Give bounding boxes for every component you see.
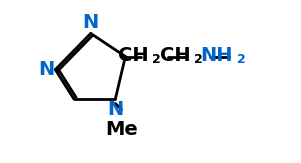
Text: Me: Me [105, 120, 138, 139]
Text: N: N [107, 100, 123, 119]
Text: CH: CH [118, 46, 148, 65]
Text: 2: 2 [237, 53, 245, 66]
Text: CH: CH [160, 46, 191, 65]
Text: N: N [38, 60, 54, 79]
Text: 2: 2 [194, 53, 203, 66]
Text: 2: 2 [152, 53, 160, 66]
Text: N: N [82, 13, 99, 32]
Text: NH: NH [201, 46, 233, 65]
